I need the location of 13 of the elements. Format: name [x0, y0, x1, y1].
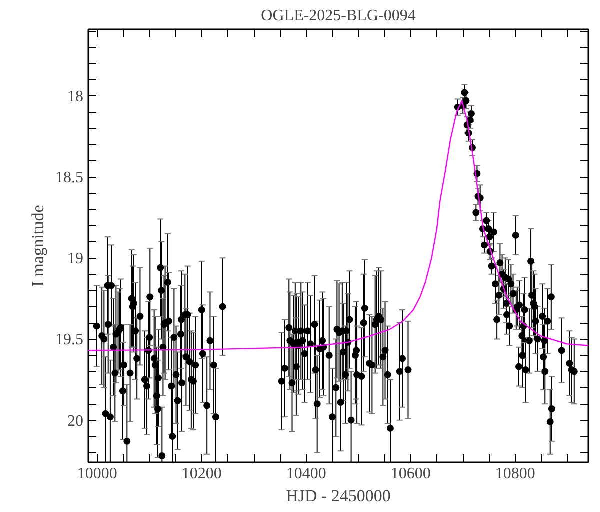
y-axis-title: I magnitude	[28, 205, 48, 287]
x-tick-label: 10600	[390, 466, 431, 482]
y-tick-label: 18	[68, 88, 84, 106]
x-tick-label: 10400	[286, 466, 326, 482]
y-tick-label: 18.5	[56, 170, 84, 187]
y-tick-label: 20	[68, 412, 84, 430]
x-tick-label: 10800	[495, 466, 536, 482]
y-tick-label: 19.5	[56, 332, 84, 349]
x-axis-title: HJD - 2450000	[286, 486, 391, 506]
x-tick-label: 10200	[182, 466, 222, 482]
y-tick-label: 19	[68, 250, 84, 268]
x-tick-label: 10000	[77, 466, 118, 482]
chart-title: OGLE-2025-BLG-0094	[261, 8, 416, 24]
